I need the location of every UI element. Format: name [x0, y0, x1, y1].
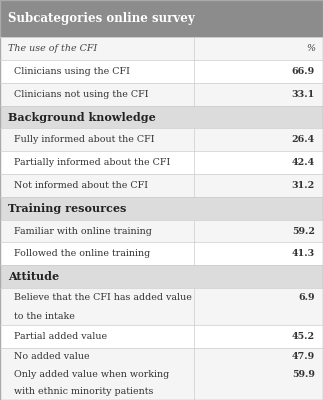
Text: Clinicians using the CFI: Clinicians using the CFI: [14, 67, 130, 76]
Text: Attitude: Attitude: [8, 271, 59, 282]
Text: 6.9: 6.9: [298, 293, 315, 302]
Text: Subcategories online survey: Subcategories online survey: [8, 12, 195, 25]
Text: 31.2: 31.2: [292, 181, 315, 190]
Bar: [0, 37, 323, 60]
Bar: [0, 83, 323, 106]
Bar: [0, 0, 323, 37]
Bar: [0, 288, 323, 325]
Text: 45.2: 45.2: [292, 332, 315, 341]
Text: Partially informed about the CFI: Partially informed about the CFI: [14, 158, 170, 167]
Text: 26.4: 26.4: [292, 135, 315, 144]
Text: Familiar with online training: Familiar with online training: [14, 226, 152, 236]
Text: Believe that the CFI has added value: Believe that the CFI has added value: [14, 293, 192, 302]
Text: 47.9: 47.9: [292, 352, 315, 361]
Text: to the intake: to the intake: [14, 312, 75, 320]
Text: Partial added value: Partial added value: [14, 332, 107, 341]
Bar: [0, 106, 323, 128]
Bar: [0, 348, 323, 400]
Text: %: %: [306, 44, 315, 53]
Text: with ethnic minority patients: with ethnic minority patients: [14, 387, 153, 396]
Text: Background knowledge: Background knowledge: [8, 112, 156, 122]
Text: Fully informed about the CFI: Fully informed about the CFI: [14, 135, 154, 144]
Bar: [0, 151, 323, 174]
Text: 42.4: 42.4: [292, 158, 315, 167]
Bar: [0, 220, 323, 242]
Text: 59.9: 59.9: [292, 370, 315, 378]
Text: 66.9: 66.9: [292, 67, 315, 76]
Text: Only added value when working: Only added value when working: [14, 370, 169, 378]
Bar: [0, 265, 323, 288]
Text: Not informed about the CFI: Not informed about the CFI: [14, 181, 148, 190]
Text: Followed the online training: Followed the online training: [14, 249, 150, 258]
Text: 33.1: 33.1: [292, 90, 315, 99]
Text: 41.3: 41.3: [292, 249, 315, 258]
Bar: [0, 60, 323, 83]
Bar: [0, 325, 323, 348]
Text: Clinicians not using the CFI: Clinicians not using the CFI: [14, 90, 149, 99]
Bar: [0, 197, 323, 220]
Bar: [0, 242, 323, 265]
Text: No added value: No added value: [14, 352, 89, 361]
Bar: [0, 128, 323, 151]
Text: The use of the CFI: The use of the CFI: [8, 44, 97, 53]
Text: Training resources: Training resources: [8, 203, 126, 214]
Text: 59.2: 59.2: [292, 226, 315, 236]
Bar: [0, 174, 323, 197]
